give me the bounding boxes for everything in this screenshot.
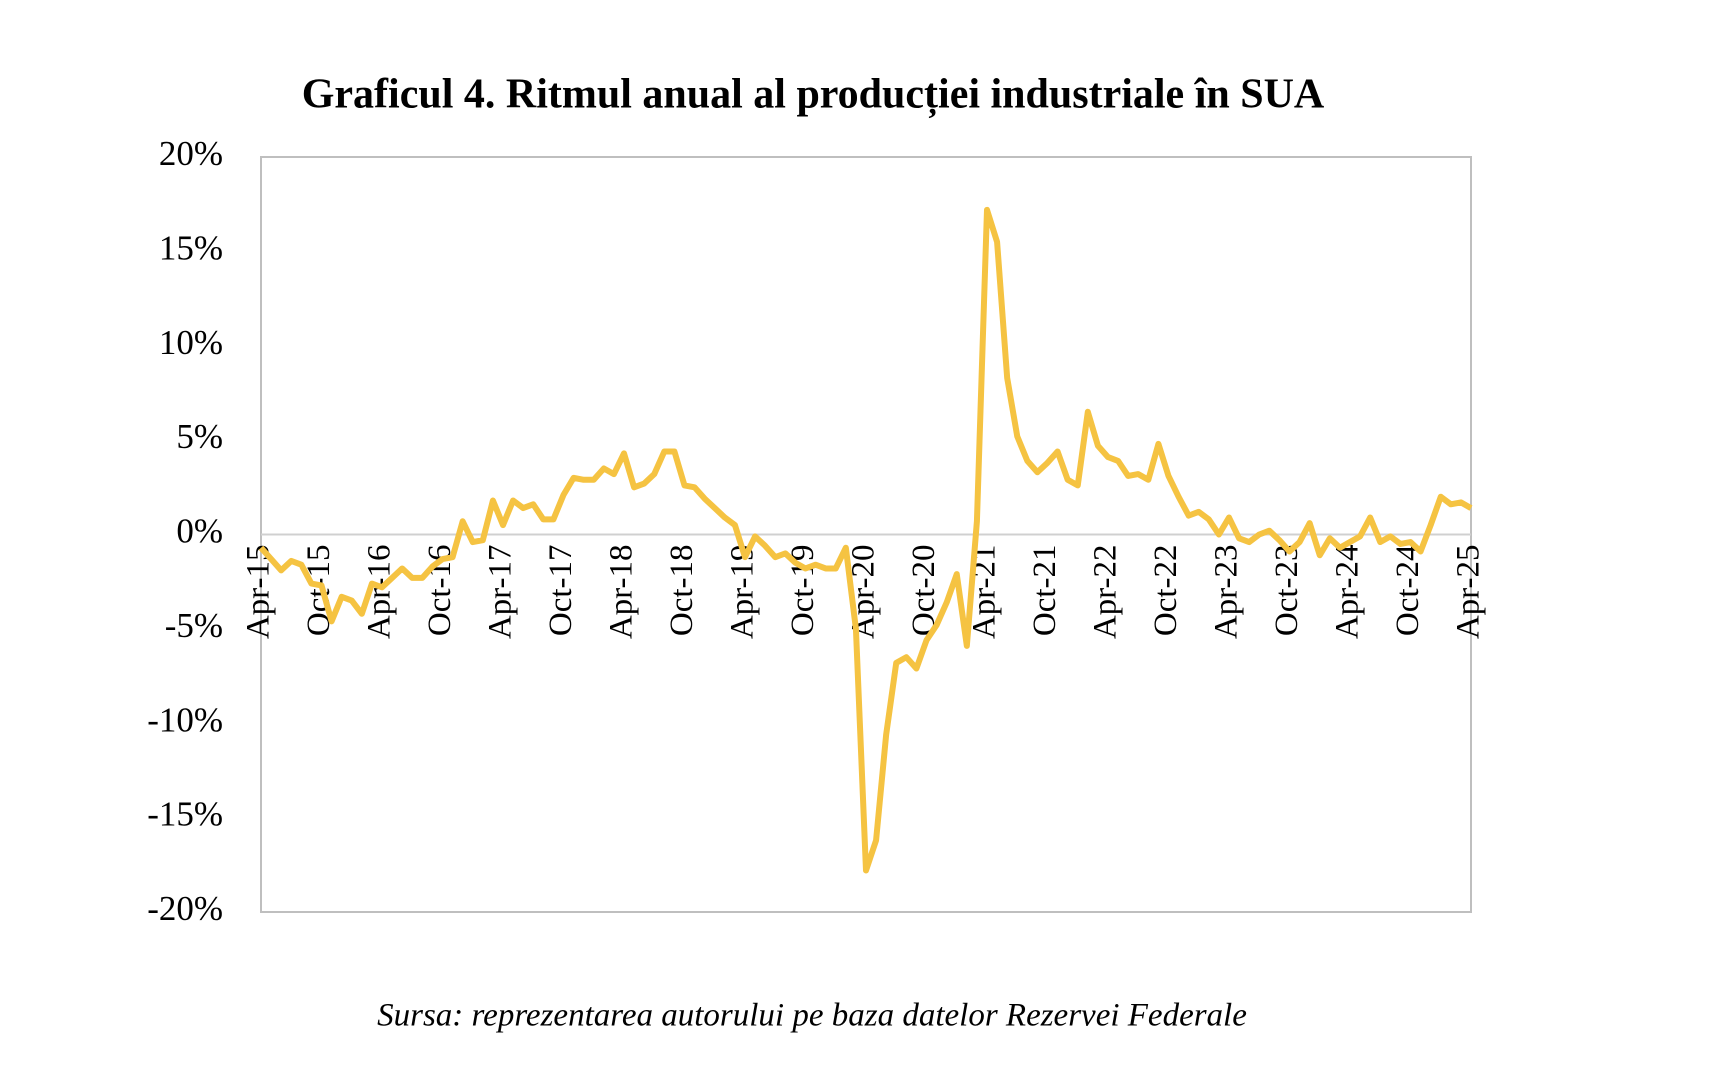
data-line <box>258 206 1473 874</box>
x-tick-label: Oct-21 <box>1027 545 1063 637</box>
y-tick-label: -5% <box>165 606 223 645</box>
y-tick-label: -20% <box>147 889 223 928</box>
x-tick-label: Apr-19 <box>725 545 761 640</box>
y-tick-label: 0% <box>176 512 223 551</box>
y-tick-label: 15% <box>159 228 223 267</box>
x-tick-label: Oct-17 <box>543 545 579 637</box>
source-note: Sursa: reprezentarea autorului pe baza d… <box>377 998 1247 1034</box>
x-tick-label: Oct-22 <box>1148 545 1184 637</box>
y-tick-label: 20% <box>159 134 223 173</box>
y-tick-label: -10% <box>147 700 223 739</box>
x-tick-label: Apr-18 <box>604 545 640 640</box>
y-tick-label: 10% <box>159 323 223 362</box>
x-tick-label: Apr-24 <box>1330 545 1366 640</box>
x-tick-label: Apr-17 <box>483 545 519 640</box>
x-tick-label: Oct-23 <box>1269 545 1305 637</box>
y-tick-label: 5% <box>176 417 223 456</box>
x-tick-label: Oct-18 <box>664 545 700 637</box>
x-tick-label: Apr-23 <box>1209 545 1245 640</box>
x-tick-label: Apr-25 <box>1451 545 1487 640</box>
x-tick-label: Apr-22 <box>1088 545 1124 640</box>
chart-title: Graficul 4. Ritmul anual al producției i… <box>302 72 1325 119</box>
y-tick-label: -15% <box>147 795 223 834</box>
x-tick-label: Oct-24 <box>1390 545 1426 637</box>
